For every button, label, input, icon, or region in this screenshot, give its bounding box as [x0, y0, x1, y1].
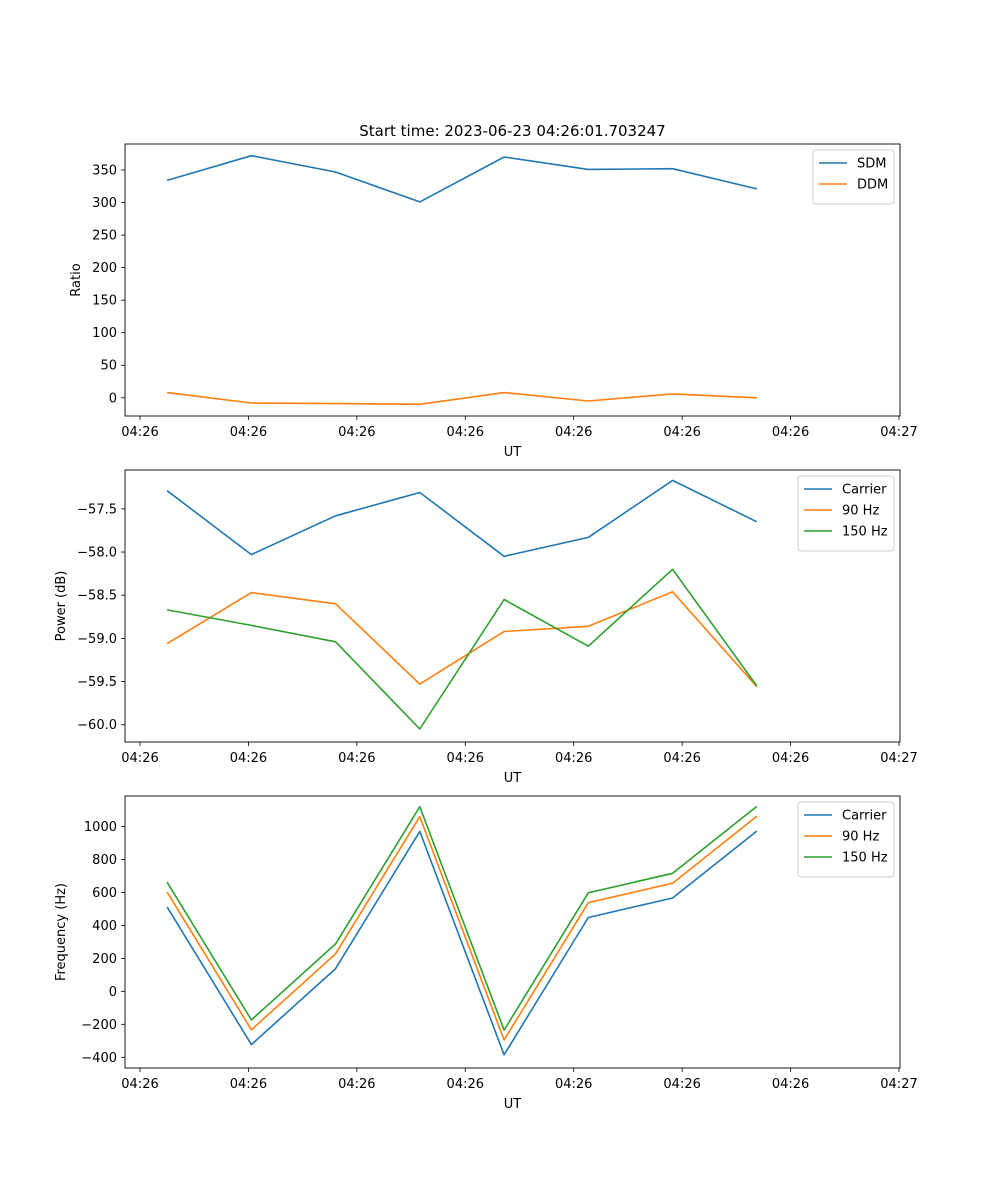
series-line-carrier [166, 830, 758, 1056]
y-tick-label: 350 [92, 164, 117, 179]
x-tick-label: 04:26 [772, 1077, 809, 1092]
series-line-sdm [166, 154, 757, 203]
legend-box [797, 475, 895, 552]
y-tick-label: 100 [92, 326, 117, 341]
x-tick-label: 04:26 [338, 425, 375, 440]
x-tick-label: 04:26 [555, 751, 592, 766]
chart-panel-3: 04:26 04:26 04:26 04:26 04:26 04:26 04:26 04:27… [54, 795, 918, 1112]
series-line-90-hz [166, 815, 758, 1041]
y-axis-label: Power (dB) [54, 571, 69, 642]
y-tick-label: −59.0 [77, 632, 117, 647]
legend-entry: 90 Hz [842, 830, 879, 845]
legend-entry: SDM [857, 157, 886, 172]
x-tick-label: 04:26 [230, 425, 267, 440]
x-tick-label: 04:26 [663, 1077, 700, 1092]
y-tick-label: 200 [92, 952, 117, 967]
x-tick-label: 04:26 [555, 1077, 592, 1092]
x-tick-label: 04:26 [447, 751, 484, 766]
x-axis-label: UT [504, 445, 522, 460]
legend: Carrier 90 Hz 150 Hz [797, 475, 895, 552]
y-axis-label: Ratio [69, 263, 84, 296]
y-tick-label: 600 [92, 886, 117, 901]
y-tick-label: −60.0 [77, 718, 117, 733]
figure-title: Start time: 2023-06-23 04:26:01.703247 [359, 122, 665, 140]
chart-panel-2: 04:26 04:26 04:26 04:26 04:26 04:26 04:26 04:27… [54, 469, 918, 786]
chart-panels: 04:26 04:26 04:26 04:26 04:26 04:26 04:26 04:27… [54, 143, 918, 1112]
legend-entry: Carrier [842, 809, 887, 824]
x-tick-label: 04:27 [880, 751, 917, 766]
y-axis-label: Frequency (Hz) [54, 883, 69, 981]
y-tick-label: −57.5 [77, 502, 117, 517]
y-tick-label: 800 [92, 853, 117, 868]
x-tick-label: 04:26 [338, 1077, 375, 1092]
x-tick-label: 04:26 [663, 751, 700, 766]
y-tick-label: −200 [81, 1018, 117, 1033]
y-tick-label: 300 [92, 196, 117, 211]
y-tick-label: −59.5 [77, 675, 117, 690]
series-line-carrier [166, 479, 758, 558]
x-tick-label: 04:26 [121, 751, 158, 766]
y-tick-label: −400 [81, 1051, 117, 1066]
legend-entry: Carrier [842, 483, 887, 498]
y-tick-label: 150 [92, 294, 117, 309]
x-tick-label: 04:26 [121, 1077, 158, 1092]
chart-panel-1: 04:26 04:26 04:26 04:26 04:26 04:26 04:26 04:27… [69, 143, 918, 460]
x-tick-label: 04:26 [447, 1077, 484, 1092]
y-tick-label: 1000 [84, 820, 117, 835]
series-line-90-hz [166, 590, 758, 688]
x-tick-label: 04:27 [880, 425, 917, 440]
series-line-ddm [167, 391, 757, 406]
y-tick-label: 400 [92, 919, 117, 934]
legend-entry: 150 Hz [842, 851, 888, 866]
x-tick-label: 04:26 [555, 425, 592, 440]
x-tick-label: 04:26 [772, 425, 809, 440]
x-tick-label: 04:26 [447, 425, 484, 440]
series-line-150-hz [166, 805, 758, 1031]
axes-frame [124, 469, 901, 743]
y-tick-label: −58.0 [77, 546, 117, 561]
y-tick-label: 0 [109, 985, 117, 1000]
legend: SDM DDM [812, 149, 895, 205]
x-axis-label: UT [504, 771, 522, 786]
x-tick-label: 04:26 [772, 751, 809, 766]
series-line-150-hz [166, 568, 758, 730]
legend-entry: 150 Hz [842, 525, 888, 540]
axes-frame [124, 795, 901, 1069]
x-tick-label: 04:26 [230, 1077, 267, 1092]
x-tick-label: 04:26 [121, 425, 158, 440]
y-tick-label: 250 [92, 229, 117, 244]
legend-entry: 90 Hz [842, 504, 879, 519]
x-tick-label: 04:26 [338, 751, 375, 766]
y-tick-label: 50 [100, 359, 117, 374]
y-tick-label: 200 [92, 261, 117, 276]
legend: Carrier 90 Hz 150 Hz [797, 801, 895, 878]
legend-box [797, 801, 895, 878]
x-tick-label: 04:26 [230, 751, 267, 766]
legend-entry: DDM [857, 178, 888, 193]
x-tick-label: 04:27 [880, 1077, 917, 1092]
x-axis-label: UT [504, 1097, 522, 1112]
x-tick-label: 04:26 [663, 425, 700, 440]
y-tick-label: 0 [109, 391, 117, 406]
axes-frame [124, 143, 901, 417]
y-tick-label: −58.5 [77, 589, 117, 604]
